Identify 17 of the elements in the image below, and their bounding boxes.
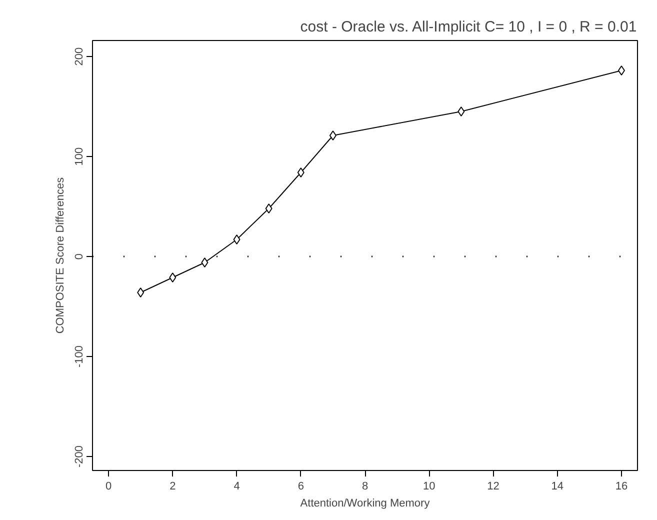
- y-axis-title: COMPOSITE Score Differences: [54, 176, 66, 334]
- x-tick-label: 14: [551, 480, 564, 492]
- x-tick-label: 0: [105, 480, 112, 492]
- chart-title: cost - Oracle vs. All-Implicit C= 10 , I = 0 , R = 0.01: [300, 18, 637, 36]
- y-tick-label: -100: [74, 345, 86, 368]
- x-axis-title: Attention/Working Memory: [300, 498, 430, 510]
- x-tick-label: 2: [170, 480, 176, 492]
- x-tick-label: 6: [298, 480, 304, 492]
- x-tick-label: 8: [362, 480, 368, 492]
- y-tick-label: 0: [74, 253, 86, 260]
- x-tick-label: 4: [234, 480, 240, 492]
- x-tick-label: 10: [423, 480, 436, 492]
- x-tick-label: 12: [487, 480, 500, 492]
- y-tick-label: -200: [74, 445, 86, 468]
- x-tick-label: 16: [615, 480, 628, 492]
- y-tick-label: 100: [74, 147, 86, 166]
- y-tick-label: 200: [74, 47, 86, 66]
